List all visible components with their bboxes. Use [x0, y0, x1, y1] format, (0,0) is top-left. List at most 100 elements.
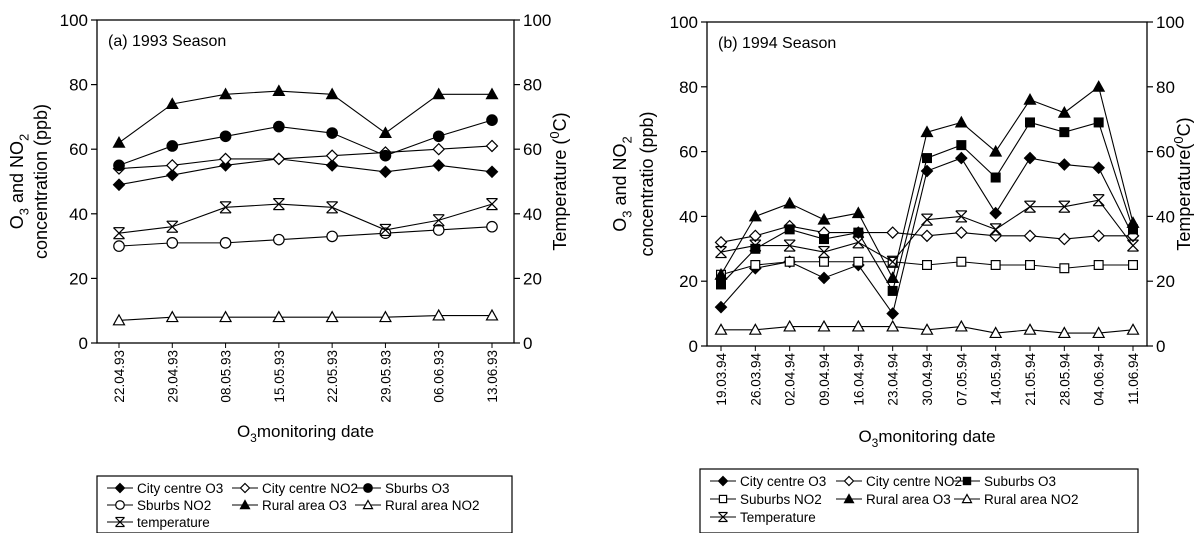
series-line: [720, 85, 1134, 280]
data-point: [432, 159, 446, 172]
data-point: [956, 256, 967, 267]
y2-tick-label: 60: [1156, 143, 1175, 162]
data-point: [818, 256, 829, 267]
star-stroke: [715, 246, 727, 258]
data-point: [326, 230, 338, 243]
x-tick-label: 23.04.94: [886, 353, 901, 406]
x-axis-label: O3​monitoring date: [858, 427, 995, 450]
data-point: [1057, 158, 1071, 171]
legend-label: City centre NO2: [262, 481, 358, 496]
data-point: [219, 159, 232, 172]
data-point: [989, 206, 1003, 220]
series-rural-area-no2: [112, 308, 499, 326]
legend-marker: [239, 482, 251, 494]
legend-b: City centre O3 City centre NO2 Suburbs O3 S…: [699, 468, 1139, 534]
x-axis-label: O3​monitoring date: [237, 422, 374, 445]
legend-entry: Rural area O3: [232, 498, 347, 513]
data-point: [379, 149, 392, 162]
data-point: [750, 243, 761, 254]
star-stroke: [272, 198, 285, 211]
data-point: [784, 256, 795, 267]
data-point: [112, 178, 126, 192]
data-point: [1024, 200, 1036, 213]
data-point: [853, 227, 864, 238]
chart-title: (a) 1993 Season: [108, 33, 226, 50]
legend-marker: [115, 516, 125, 528]
data-point: [219, 310, 233, 323]
star-stroke: [886, 255, 899, 268]
data-point: [1059, 263, 1070, 274]
legend-entry: City centre NO2: [836, 474, 962, 489]
data-point: [817, 212, 831, 225]
chart-panel-a: 0 0 20 20 40 40 60 60 80 80 100 100 22.04.93 29.04.93…: [7, 11, 570, 445]
data-point: [818, 245, 830, 259]
data-point: [818, 234, 829, 245]
star-stroke: [989, 223, 1002, 236]
star-stroke: [1024, 200, 1036, 213]
data-point: [886, 319, 900, 332]
data-point: [485, 165, 499, 179]
legend-label: Sburbs NO2: [137, 498, 211, 513]
data-point: [989, 223, 1002, 236]
data-point: [1092, 80, 1106, 92]
data-point: [113, 240, 125, 252]
data-point: [1057, 326, 1071, 339]
series-suburbs-no2: [715, 256, 1138, 280]
y2-tick-label: 60: [523, 140, 542, 159]
star-stroke: [486, 198, 498, 211]
data-point: [920, 125, 934, 138]
y-tick-label: 0: [689, 337, 698, 356]
legend-entry: Rural area NO2: [954, 492, 1079, 507]
star-stroke: [219, 201, 232, 214]
data-point: [325, 87, 339, 100]
y2-tick-label: 40: [1156, 207, 1175, 226]
data-point: [1023, 323, 1037, 335]
series-city-centre-o3: [112, 152, 499, 192]
data-point: [1023, 93, 1037, 105]
data-point: [378, 310, 392, 323]
legend-label: Temperature: [740, 510, 816, 525]
data-point: [783, 319, 797, 332]
legend-label: Suburbs NO2: [740, 492, 822, 507]
data-point: [219, 87, 233, 100]
data-point: [485, 308, 499, 321]
data-point: [273, 120, 285, 133]
series-line: [118, 119, 493, 166]
y-tick-label: 80: [679, 78, 698, 97]
data-point: [1092, 161, 1106, 175]
data-point: [272, 84, 286, 97]
legend-label: Rural area O3: [262, 498, 347, 513]
data-point: [817, 271, 831, 285]
data-point: [1023, 151, 1037, 165]
data-point: [432, 308, 446, 321]
star-stroke: [432, 214, 445, 227]
data-point: [956, 140, 967, 151]
legend-entry: Suburbs O3: [954, 474, 1056, 489]
data-point: [485, 139, 499, 153]
data-point: [714, 267, 728, 280]
data-point: [165, 168, 179, 182]
y2-tick-label: 20: [523, 269, 542, 288]
series-suburbs-o3: [715, 117, 1138, 296]
data-point: [379, 223, 392, 237]
legend-entry: Sburbs NO2: [107, 498, 211, 513]
legend-label: Suburbs O3: [984, 474, 1056, 489]
y-tick-label: 40: [679, 207, 698, 226]
data-point: [166, 237, 179, 249]
star-stroke: [113, 227, 125, 240]
data-point: [486, 198, 498, 211]
data-point: [749, 239, 762, 252]
data-point: [989, 326, 1003, 339]
chart-panel-b: 0 0 20 20 40 40 60 60 80 80 100 100 19.03.94 26.03.94…: [610, 13, 1194, 450]
series-line: [118, 90, 492, 144]
star-stroke: [921, 213, 933, 226]
x-tick-label: 19.03.94: [714, 353, 729, 406]
data-point: [1024, 260, 1035, 271]
legend-marker: [362, 499, 374, 510]
data-point: [1126, 216, 1140, 228]
legend-marker: [239, 499, 251, 510]
legend-label: Rural area O3: [866, 492, 951, 507]
data-point: [432, 87, 446, 100]
data-point: [886, 255, 899, 268]
y2-tick-label: 100: [523, 11, 551, 30]
